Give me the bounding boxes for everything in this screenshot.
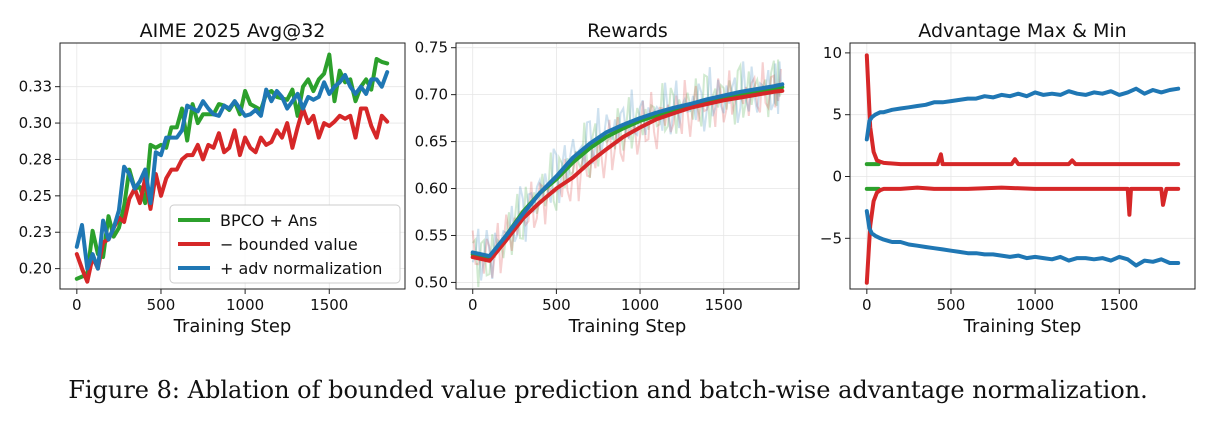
series-group [864,53,1181,285]
y-tick-label: 0.60 [415,180,448,198]
series-line-4 [864,185,1181,285]
y-tick-label: 0.50 [415,273,448,291]
series-line-3 [864,53,1181,167]
x-tick-label: 1500 [705,296,743,314]
series-line-5 [864,86,1181,142]
axes-frame [849,42,1196,290]
y-tick-label: 0.55 [415,226,448,244]
chart-title: AIME 2025 Avg@32 [140,20,326,42]
x-axis-label: Training Step [173,316,292,337]
chart-panel-2: 0 500 1000 1500 0.50 0.55 0.60 0.65 0.70 0.75 Rewa… [415,20,800,337]
x-tick-label: 1500 [1100,296,1138,314]
series-line-3 [74,70,390,271]
series-line-2 [74,106,390,284]
chart-panel-3: 0 500 1000 1500 −5 0 5 10 Advantage Max & Min Tra… [820,20,1196,337]
legend-label-3: + adv normalization [220,259,382,278]
chart-panel-1: 0 500 1000 1500 0.20 0.23 0.25 0.28 0.30 0.33 AIME… [19,20,406,337]
series-group [470,59,785,288]
y-tick-label: 0.20 [19,260,52,278]
x-tick-label: 0 [468,296,478,314]
x-tick-label: 0 [72,296,82,314]
reward-raw-line-3 [471,61,782,281]
chart-title: Advantage Max & Min [918,20,1126,42]
figure-caption: Figure 8: Ablation of bounded value pred… [68,376,1148,404]
x-tick-label: 500 [937,296,966,314]
legend-box [169,204,401,284]
y-tick-label: 0.33 [19,78,52,96]
series-group [74,52,390,284]
y-tick-label: 0.28 [19,150,52,168]
x-axis-label: Training Step [963,316,1082,337]
y-tick-label: 0.65 [415,133,448,151]
y-tick-label: 0.75 [415,39,448,57]
x-tick-label: 1000 [621,296,659,314]
y-tick-label: 5 [832,106,842,124]
axes-frame [455,42,800,290]
chart-title: Rewards [587,20,668,42]
y-tick-label: 0.25 [19,187,52,205]
legend-label-2: − bounded value [220,235,358,254]
legend-label-1: BPCO + Ans [220,211,317,230]
y-tick-label: 10 [823,44,842,62]
y-tick-label: −5 [820,229,842,247]
y-tick-label: 0.70 [415,86,448,104]
y-tick-label: 0.30 [19,114,52,132]
y-tick-label: 0.23 [19,223,52,241]
x-axis-label: Training Step [568,316,687,337]
x-tick-label: 0 [862,296,872,314]
y-tick-label: 0 [832,168,842,186]
x-tick-label: 500 [147,296,176,314]
axes-frame [59,42,406,290]
legend: BPCO + Ans − bounded value + adv normaliza… [169,204,401,284]
x-tick-label: 1000 [226,296,264,314]
series-line-6 [864,209,1181,268]
x-tick-label: 1500 [310,296,348,314]
series-line-3 [470,82,785,259]
series-line-2 [470,88,785,263]
x-tick-label: 1000 [1016,296,1054,314]
x-tick-label: 500 [542,296,571,314]
